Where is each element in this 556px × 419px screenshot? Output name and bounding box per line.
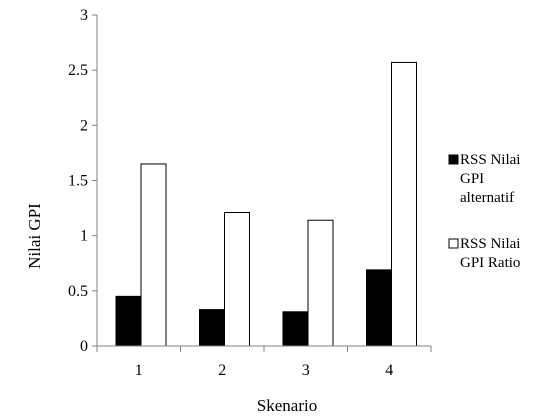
x-axis-title: Skenario (257, 396, 317, 415)
axes: 0 0.5 1 1.5 2 2.5 3 1 2 3 4 (68, 7, 432, 379)
bar-ratio-4 (391, 61, 417, 347)
legend: RSS Nilai GPI alternatif RSS Nilai GPI Ratio (448, 152, 520, 271)
legend-label-alternatif: RSS Nilai GPI alternatif (460, 152, 520, 206)
y-tick-label: 0.5 (68, 283, 88, 300)
legend-swatch-alternatif (448, 154, 459, 165)
bar-ratio-1 (140, 163, 167, 347)
bar-alternatif-3 (282, 311, 309, 347)
bar-ratio-2 (224, 211, 250, 347)
x-tick-label: 2 (218, 362, 226, 379)
y-tick-label: 2 (80, 117, 88, 134)
bar-alternatif-2 (199, 309, 225, 347)
y-tick-label: 2.5 (68, 62, 88, 79)
bar-alternatif-1 (115, 295, 142, 347)
legend-label-ratio: RSS Nilai GPI Ratio (460, 236, 520, 271)
y-tick-label: 3 (80, 7, 88, 24)
x-tick-label: 4 (385, 362, 393, 379)
bar-ratio-3 (307, 219, 334, 347)
y-tick-label: 1 (80, 228, 88, 245)
legend-swatch-ratio (448, 238, 459, 249)
y-tick-label: 1.5 (68, 173, 88, 190)
y-tick-label: 0 (80, 338, 88, 355)
x-tick-label: 1 (135, 362, 143, 379)
bar-alternatif-4 (366, 269, 392, 347)
x-tick-label: 3 (302, 362, 310, 379)
plot-area (115, 61, 417, 347)
y-axis-title: Nilai GPI (25, 203, 44, 269)
